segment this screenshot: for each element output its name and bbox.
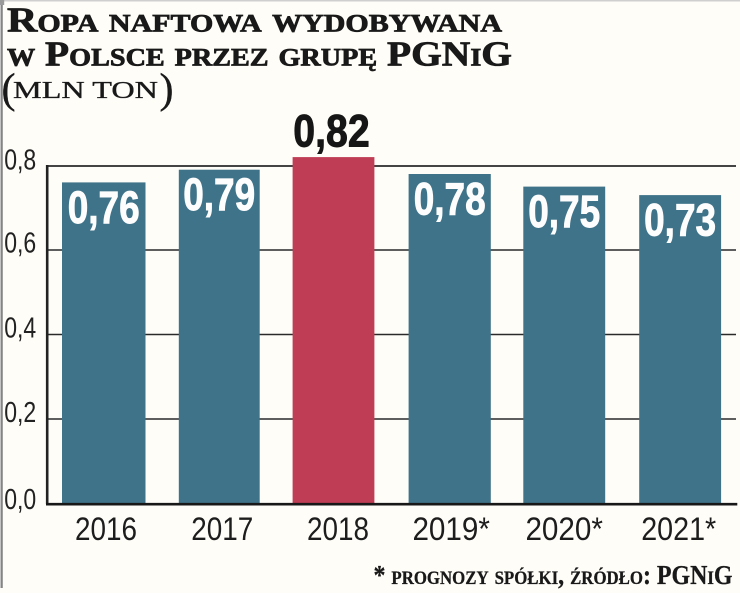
svg-text:0,6: 0,6 (4, 228, 36, 260)
svg-text:2018: 2018 (307, 511, 369, 547)
svg-text:(: ( (2, 67, 16, 113)
svg-text:0,79: 0,79 (183, 169, 255, 220)
svg-text:0,2: 0,2 (4, 397, 36, 429)
svg-text:2020*: 2020* (525, 511, 603, 547)
svg-text:0,4: 0,4 (4, 313, 36, 345)
svg-text:2016: 2016 (75, 511, 137, 547)
svg-text:0,76: 0,76 (68, 182, 140, 233)
svg-text:0,73: 0,73 (644, 195, 716, 246)
svg-text:2017: 2017 (191, 511, 253, 547)
svg-text:0,0: 0,0 (4, 484, 36, 516)
svg-text:): ) (160, 67, 174, 113)
svg-text:0,75: 0,75 (528, 186, 600, 237)
svg-text:0,8: 0,8 (4, 145, 36, 177)
svg-text:Ropa naftowa wydobywana: Ropa naftowa wydobywana (7, 1, 502, 40)
svg-text:* prognozy spółki, źródło: PGN: * prognozy spółki, źródło: PGNiG (374, 560, 733, 590)
svg-text:0,82: 0,82 (293, 105, 370, 156)
svg-text:0,78: 0,78 (414, 174, 486, 225)
svg-text:2019*: 2019* (412, 511, 490, 547)
svg-text:w Polsce przez grupę PGNiG: w Polsce przez grupę PGNiG (7, 35, 512, 74)
svg-text:2021*: 2021* (641, 511, 716, 547)
svg-text:MLN TON: MLN TON (13, 77, 158, 104)
